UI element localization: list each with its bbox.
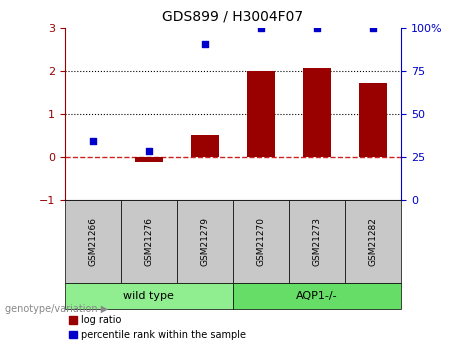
Text: GSM21273: GSM21273 <box>313 217 321 266</box>
Text: GSM21270: GSM21270 <box>256 217 266 266</box>
Bar <box>191 135 219 157</box>
Text: GSM21279: GSM21279 <box>200 217 209 266</box>
Title: GDS899 / H3004F07: GDS899 / H3004F07 <box>162 10 303 24</box>
Bar <box>65 200 121 283</box>
Bar <box>177 200 233 283</box>
Point <box>257 25 265 30</box>
Bar <box>135 157 163 162</box>
Point <box>369 25 377 30</box>
Text: genotype/variation ▶: genotype/variation ▶ <box>5 304 108 314</box>
Legend: log ratio, percentile rank within the sample: log ratio, percentile rank within the sa… <box>70 315 246 340</box>
Text: wild type: wild type <box>123 291 174 301</box>
Bar <box>233 200 289 283</box>
Bar <box>247 71 275 157</box>
Text: GSM21282: GSM21282 <box>368 217 378 266</box>
Text: AQP1-/-: AQP1-/- <box>296 291 338 301</box>
Point <box>145 149 152 154</box>
Bar <box>289 200 345 283</box>
Bar <box>359 83 387 157</box>
Bar <box>65 283 233 309</box>
Point <box>89 138 96 144</box>
Point <box>201 41 208 46</box>
Point <box>313 25 321 30</box>
Bar <box>303 68 331 157</box>
Bar <box>233 283 401 309</box>
Bar <box>121 200 177 283</box>
Text: GSM21266: GSM21266 <box>88 217 97 266</box>
Text: GSM21276: GSM21276 <box>144 217 153 266</box>
Bar <box>345 200 401 283</box>
